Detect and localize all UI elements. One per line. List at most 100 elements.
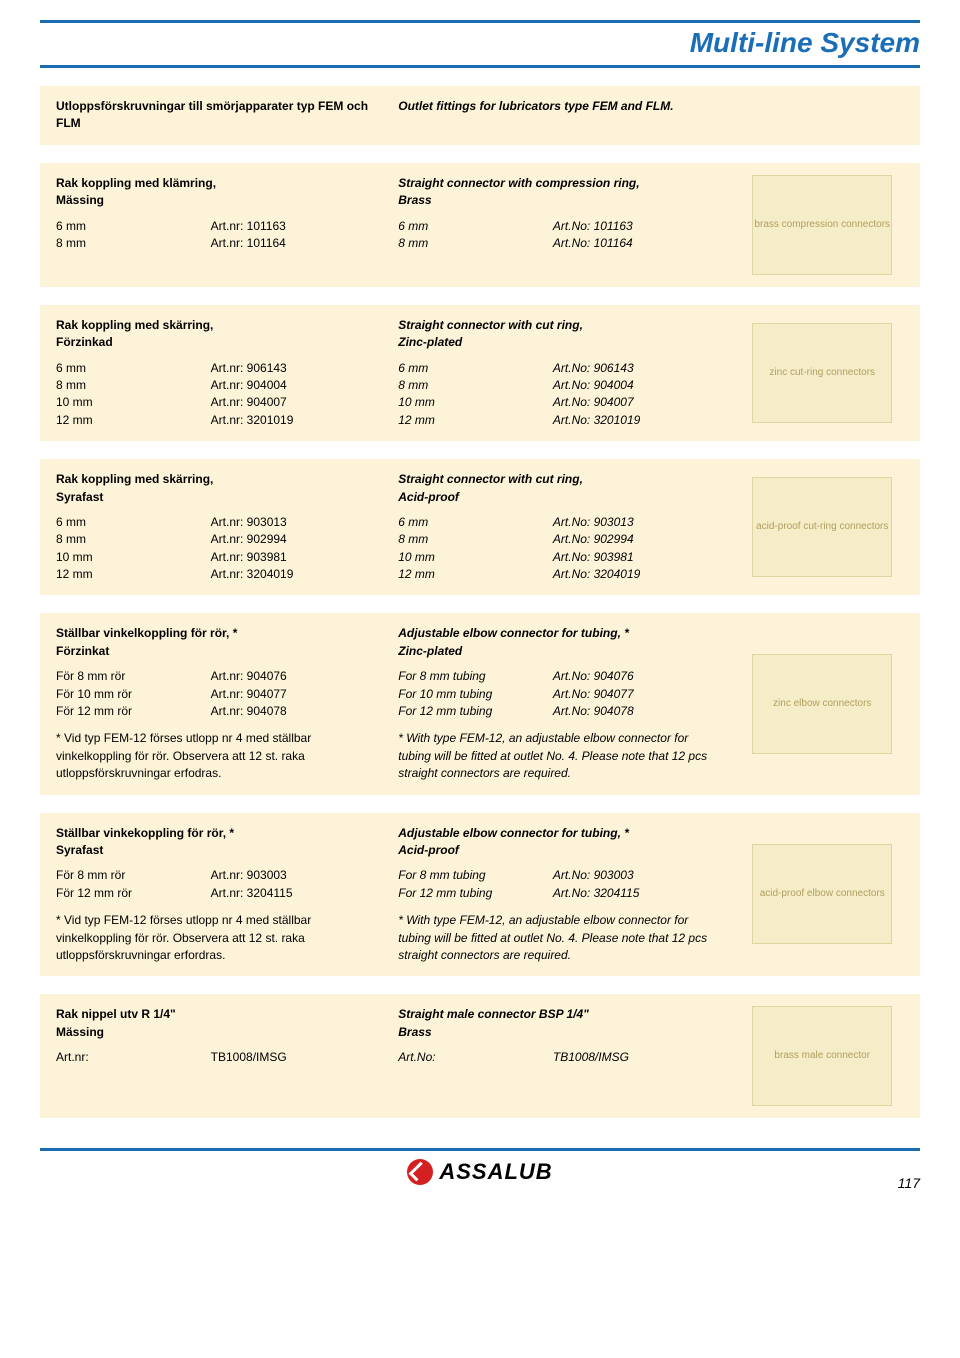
spec-art-en: Art.No: 902994: [553, 531, 721, 548]
spec-row: 12 mmArt.nr: 3201019: [56, 412, 378, 429]
header-rule-bottom: [40, 65, 920, 68]
spec-size-en: 12 mm: [398, 412, 553, 429]
spec-size-sv: 8 mm: [56, 377, 211, 394]
spec-row: 12 mmArt.No: 3204019: [398, 566, 720, 583]
spec-row: För 12 mm rörArt.nr: 3204115: [56, 885, 378, 902]
spec-size-sv: 10 mm: [56, 549, 211, 566]
spec-size-sv: 6 mm: [56, 514, 211, 531]
spec-art-sv: Art.nr: 101163: [211, 218, 379, 235]
page-number: 117: [898, 1175, 920, 1191]
spec-art-sv: Art.nr: 101164: [211, 235, 379, 252]
spec-art-sv: Art.nr: 904076: [211, 668, 379, 685]
product-image: zinc cut-ring connectors: [752, 323, 892, 423]
product-section: Rak koppling med skärring,Syrafast 6 mmA…: [40, 459, 920, 595]
spec-row: 8 mmArt.No: 101164: [398, 235, 720, 252]
spec-row: 12 mmArt.nr: 3204019: [56, 566, 378, 583]
spec-row: 8 mmArt.nr: 904004: [56, 377, 378, 394]
section-sub-sv: Mässing: [56, 1024, 378, 1041]
spec-row: 6 mmArt.nr: 101163: [56, 218, 378, 235]
section-sub-sv: Förzinkad: [56, 334, 378, 351]
note-sv: * Vid typ FEM-12 förses utlopp nr 4 med …: [56, 730, 378, 782]
section-title-en: Straight connector with compression ring…: [398, 175, 720, 192]
spec-row: För 12 mm rörArt.nr: 904078: [56, 703, 378, 720]
spec-size-sv: 10 mm: [56, 394, 211, 411]
spec-art-en: Art.No: 3204019: [553, 566, 721, 583]
spec-art-sv: Art.nr: 3204115: [211, 885, 379, 902]
spec-row: För 10 mm rörArt.nr: 904077: [56, 686, 378, 703]
spec-row: For 10 mm tubingArt.No: 904077: [398, 686, 720, 703]
note-en: * With type FEM-12, an adjustable elbow …: [398, 912, 720, 964]
spec-art-en: Art.No: 101163: [553, 218, 721, 235]
product-section: Rak koppling med skärring,Förzinkad 6 mm…: [40, 305, 920, 441]
section-sub-en: Acid-proof: [398, 842, 720, 859]
section-sub-sv: Syrafast: [56, 842, 378, 859]
spec-art-en: Art.No: 906143: [553, 360, 721, 377]
spec-art-en: Art.No: 904004: [553, 377, 721, 394]
spec-size-en: 10 mm: [398, 394, 553, 411]
product-section: Rak koppling med klämring,Mässing6 mmArt…: [40, 163, 920, 287]
spec-row: 8 mmArt.nr: 902994: [56, 531, 378, 548]
footer-logo: ASSALUB: [407, 1159, 552, 1185]
spec-row: 8 mmArt.No: 902994: [398, 531, 720, 548]
spec-row: 8 mmArt.nr: 101164: [56, 235, 378, 252]
spec-art-en: Art.No: 101164: [553, 235, 721, 252]
section-title-sv: Ställbar vinkekoppling för rör, *: [56, 825, 378, 842]
section-sub-sv: Förzinkat: [56, 643, 378, 660]
section-title-sv: Rak nippel utv R 1/4": [56, 1006, 378, 1023]
spec-row: För 8 mm rörArt.nr: 903003: [56, 867, 378, 884]
section-sub-en: Zinc-plated: [398, 643, 720, 660]
spec-art-en: Art.No: 903981: [553, 549, 721, 566]
spec-size-sv: För 8 mm rör: [56, 867, 211, 884]
spec-size-sv: 6 mm: [56, 360, 211, 377]
section-sub-sv: Syrafast: [56, 489, 378, 506]
spec-row: For 12 mm tubingArt.No: 904078: [398, 703, 720, 720]
spec-row: 8 mmArt.No: 904004: [398, 377, 720, 394]
section-title-en: Adjustable elbow connector for tubing, *: [398, 625, 720, 642]
product-image: acid-proof elbow connectors: [752, 844, 892, 944]
note-en: * With type FEM-12, an adjustable elbow …: [398, 730, 720, 782]
product-image: zinc elbow connectors: [752, 654, 892, 754]
spec-row: 6 mmArt.nr: 906143: [56, 360, 378, 377]
spec-row: 6 mmArt.No: 906143: [398, 360, 720, 377]
spec-size-sv: För 8 mm rör: [56, 668, 211, 685]
spec-size-sv: För 10 mm rör: [56, 686, 211, 703]
spec-art-sv: Art.nr: 904007: [211, 394, 379, 411]
spec-size-sv: Art.nr:: [56, 1049, 211, 1066]
spec-row: For 8 mm tubingArt.No: 904076: [398, 668, 720, 685]
spec-art-sv: TB1008/IMSG: [211, 1049, 379, 1066]
spec-size-en: Art.No:: [398, 1049, 553, 1066]
section-title-sv: Ställbar vinkelkoppling för rör, *: [56, 625, 378, 642]
product-section: Ställbar vinkelkoppling för rör, *Förzin…: [40, 613, 920, 794]
section-title-en: Straight connector with cut ring,: [398, 471, 720, 488]
section-title-sv: Rak koppling med skärring,: [56, 317, 378, 334]
spec-row: For 8 mm tubingArt.No: 903003: [398, 867, 720, 884]
spec-row: 6 mmArt.No: 903013: [398, 514, 720, 531]
spec-size-en: 6 mm: [398, 514, 553, 531]
spec-art-en: Art.No: 903013: [553, 514, 721, 531]
spec-size-sv: 6 mm: [56, 218, 211, 235]
section-sub-en: Brass: [398, 1024, 720, 1041]
spec-art-en: Art.No: 3201019: [553, 412, 721, 429]
spec-size-en: 12 mm: [398, 566, 553, 583]
section-sub-en: Zinc-plated: [398, 334, 720, 351]
spec-row: 12 mmArt.No: 3201019: [398, 412, 720, 429]
spec-row: Art.No:TB1008/IMSG: [398, 1049, 720, 1066]
section-sub-en: Brass: [398, 192, 720, 209]
spec-art-en: Art.No: 904076: [553, 668, 721, 685]
spec-size-en: 6 mm: [398, 218, 553, 235]
spec-size-en: 6 mm: [398, 360, 553, 377]
intro-section: Utloppsförskruvningar till smörjapparate…: [40, 86, 920, 145]
spec-row: 10 mmArt.nr: 903981: [56, 549, 378, 566]
page-title: Multi-line System: [40, 27, 920, 59]
spec-art-en: TB1008/IMSG: [553, 1049, 721, 1066]
spec-art-sv: Art.nr: 906143: [211, 360, 379, 377]
spec-row: 10 mmArt.No: 903981: [398, 549, 720, 566]
spec-size-en: 8 mm: [398, 235, 553, 252]
intro-title-en: Outlet fittings for lubricators type FEM…: [398, 98, 720, 115]
footer-brand-text: ASSALUB: [439, 1159, 552, 1185]
product-section: Rak nippel utv R 1/4"MässingArt.nr:TB100…: [40, 994, 920, 1118]
spec-size-en: For 8 mm tubing: [398, 867, 553, 884]
product-image: brass male connector: [752, 1006, 892, 1106]
section-sub-sv: Mässing: [56, 192, 378, 209]
spec-size-en: For 12 mm tubing: [398, 703, 553, 720]
